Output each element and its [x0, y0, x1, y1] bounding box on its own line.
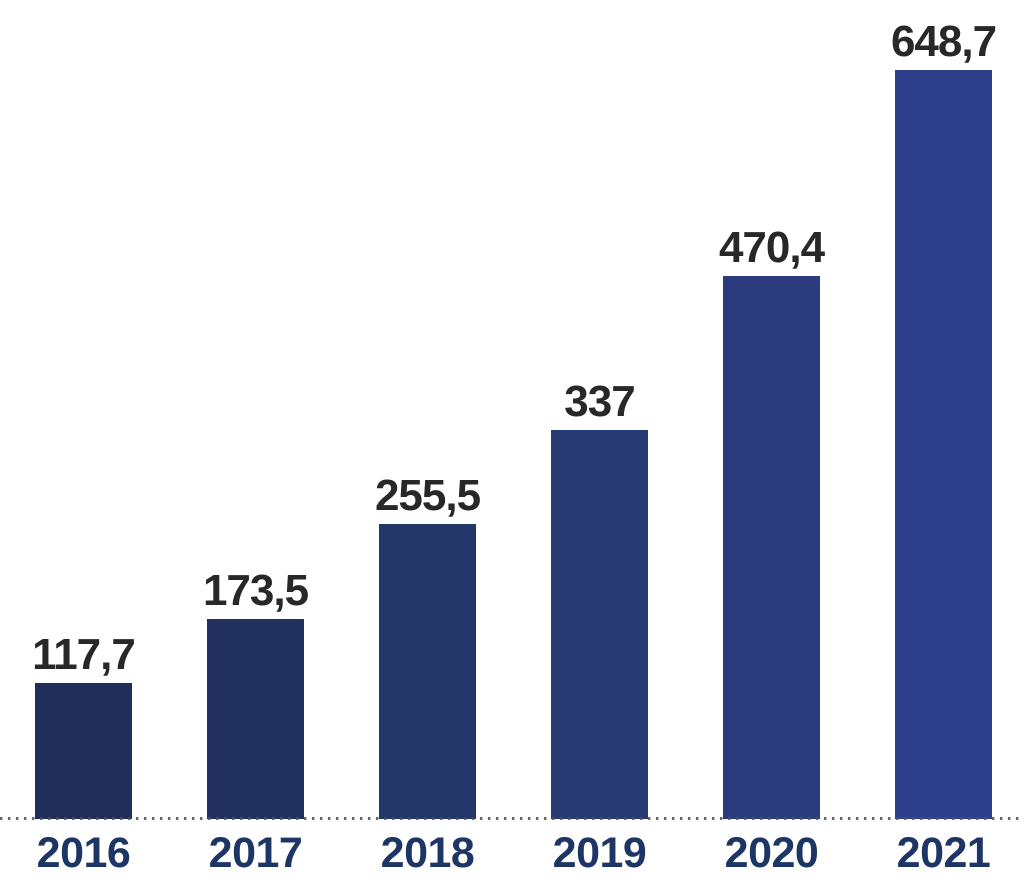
x-tick-label-2021: 2021 — [896, 829, 991, 877]
bar-2020 — [723, 276, 820, 819]
x-tick-label-2019: 2019 — [552, 829, 647, 877]
bar-2016 — [35, 683, 132, 819]
bar-2021 — [895, 70, 992, 819]
x-tick-label-2020: 2020 — [724, 829, 819, 877]
value-label-2021: 648,7 — [890, 17, 997, 66]
value-label-2020: 470,4 — [718, 223, 825, 272]
x-tick-label-2016: 2016 — [36, 829, 131, 877]
value-label-2016: 117,7 — [32, 630, 136, 679]
bar-2019 — [551, 430, 648, 819]
bar-2017 — [207, 619, 304, 819]
x-axis-dotted-line — [0, 817, 1024, 820]
value-label-2018: 255,5 — [374, 471, 481, 520]
value-label-2017: 173,5 — [202, 566, 309, 615]
x-tick-label-2018: 2018 — [380, 829, 475, 877]
value-label-2019: 337 — [564, 377, 635, 426]
bar-2018 — [379, 524, 476, 819]
x-tick-label-2017: 2017 — [208, 829, 303, 877]
